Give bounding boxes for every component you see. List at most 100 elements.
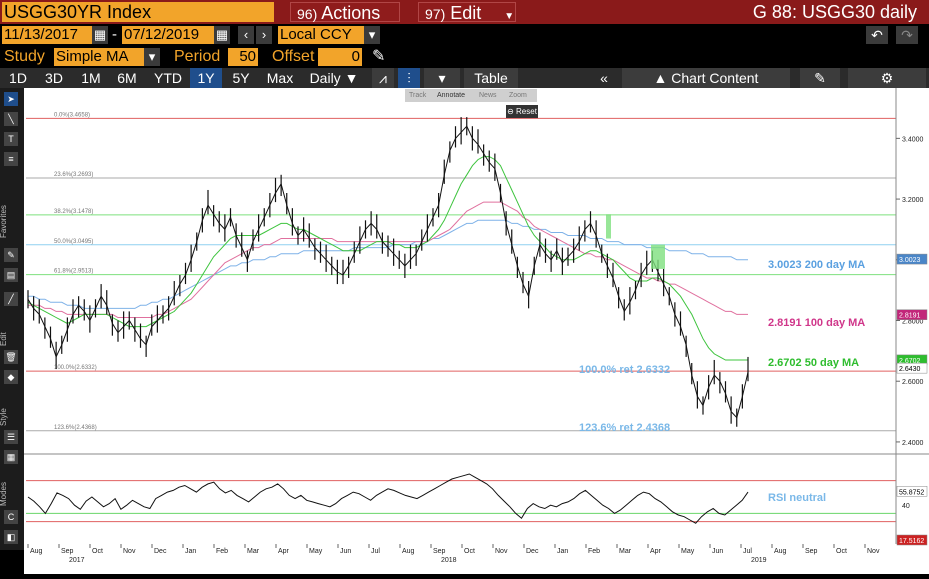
rsi-panel xyxy=(26,473,896,524)
table-button[interactable]: Table xyxy=(464,68,518,88)
bar-chart-button[interactable]: ⫶ xyxy=(398,68,420,88)
gear-icon: ⚙ xyxy=(880,70,894,86)
text-tool[interactable]: T xyxy=(4,132,18,146)
edit-menu-button[interactable]: 97) Edit ▼ xyxy=(418,2,516,23)
next-range-button[interactable]: › xyxy=(256,26,272,44)
dropper-tool[interactable]: ◆ xyxy=(4,370,18,384)
chart-mini-toolbar: Track Annotate News Zoom xyxy=(405,89,537,102)
offset-label: Offset xyxy=(272,48,315,65)
ma200-line xyxy=(28,219,748,309)
x-month-label: Oct xyxy=(836,548,847,555)
reset-label: Reset xyxy=(516,107,537,116)
start-date-calendar-button[interactable]: ▦ xyxy=(92,26,108,44)
x-year-label: 2018 xyxy=(441,557,457,564)
frequency-select[interactable]: Daily ▼ xyxy=(309,70,359,86)
x-year-label: 2019 xyxy=(751,557,767,564)
period-input[interactable]: 50 xyxy=(228,48,258,66)
start-date-field[interactable]: 11/13/2017 xyxy=(2,26,108,44)
fib-level-label: 100.0%(2.6332) xyxy=(54,365,97,371)
offset-input[interactable]: 0 xyxy=(318,48,362,66)
period-1d-button[interactable]: 1D xyxy=(9,70,27,86)
x-month-label: May xyxy=(309,548,323,555)
c-icon: C xyxy=(7,512,15,522)
period-max-button[interactable]: Max xyxy=(266,70,294,86)
fib-level-label: 23.6%(3.2693) xyxy=(54,172,93,178)
text-icon: T xyxy=(8,134,14,144)
pencil-icon[interactable]: ✎ xyxy=(372,48,386,65)
edit-dropdown-icon: ▼ xyxy=(504,11,515,22)
fib-level-label: 0.0%(3.4658) xyxy=(54,112,90,118)
x-month-label: Sep xyxy=(433,548,446,555)
chart-type-dropdown[interactable]: ▾ xyxy=(424,68,460,88)
price-tick-label: 3.4000 xyxy=(902,136,924,143)
fib-tool[interactable]: ≡ xyxy=(4,152,18,166)
price-badge xyxy=(896,253,928,265)
cursor-tool[interactable]: ➤ xyxy=(4,92,18,106)
chart-annotation: 2.8191 100 day MA xyxy=(768,317,865,329)
chart-content-label: Chart Content xyxy=(671,70,759,86)
end-date-field[interactable]: 07/12/2019 xyxy=(122,26,230,44)
line-style-tool[interactable]: ☰ xyxy=(4,430,18,444)
period-1m-button[interactable]: 1M xyxy=(81,70,101,86)
calendar-icon: ▦ xyxy=(215,27,229,42)
edit-chart-button[interactable]: ✎ xyxy=(800,68,840,88)
redo-button[interactable]: ↷ xyxy=(896,26,918,44)
delete-tool[interactable]: 🗑 xyxy=(4,350,18,364)
chart-area[interactable]: 0.0%(3.4658) 23.6%(3.2693) 38.2%(3.1478) 50… xyxy=(24,88,929,574)
chevron-down-icon: ▾ xyxy=(438,70,446,86)
pen-tool[interactable]: ✎ xyxy=(4,248,18,262)
study-bar: Study Simple MA ▾ Period 50 Offset 0 ✎ xyxy=(0,46,929,68)
zoom-button[interactable]: Zoom xyxy=(509,92,527,99)
trend-tool[interactable]: ╱ xyxy=(4,292,18,306)
modes-label: Modes xyxy=(0,481,8,506)
actions-menu-button[interactable]: 96) Actions ▼ xyxy=(290,2,400,43)
line-chart-button[interactable]: ⩘ xyxy=(372,68,394,88)
chart-annotation: RSI neutral xyxy=(768,492,826,504)
chart-content-button[interactable]: ▲ Chart Content xyxy=(622,68,790,88)
x-month-label: Dec xyxy=(154,548,167,555)
style-label: Style xyxy=(0,408,8,426)
price-tick-label: 2.8000 xyxy=(902,319,924,326)
study-select[interactable]: Simple MA xyxy=(54,48,160,66)
price-line xyxy=(27,125,749,419)
period-5y-button[interactable]: 5Y xyxy=(232,70,250,86)
undo-button[interactable]: ↶ xyxy=(866,26,888,44)
x-month-label: Feb xyxy=(588,548,600,555)
grid-tool[interactable]: ▦ xyxy=(4,450,18,464)
reset-button[interactable]: ⊖ Reset xyxy=(506,105,538,118)
end-date-calendar-button[interactable]: ▦ xyxy=(214,26,230,44)
mode-tool[interactable]: ◧ xyxy=(4,530,18,544)
collapse-panel-button[interactable]: « xyxy=(594,68,614,88)
study-dropdown-button[interactable]: ▾ xyxy=(144,48,160,66)
period-ytd-button[interactable]: YTD xyxy=(154,70,182,86)
currency-dropdown-button[interactable]: ▾ xyxy=(364,26,380,44)
ma50-line xyxy=(27,156,748,361)
x-month-label: Aug xyxy=(30,548,43,555)
fib-level-label: 38.2%(3.1478) xyxy=(54,209,93,215)
period-6m-button[interactable]: 6M xyxy=(117,70,137,86)
annotate-button[interactable]: Annotate xyxy=(437,92,466,99)
settings-button[interactable]: ⚙ xyxy=(848,68,926,88)
mode-c-tool[interactable]: C xyxy=(4,510,18,524)
x-month-label: Jun xyxy=(340,548,351,555)
currency-select[interactable]: Local CCY xyxy=(278,26,380,44)
chart-annotation: 3.0023 200 day MA xyxy=(768,259,865,271)
news-button[interactable]: News xyxy=(479,92,497,99)
x-month-label: Jul xyxy=(371,548,380,555)
prev-range-button[interactable]: ‹ xyxy=(238,26,254,44)
x-month-label: Apr xyxy=(278,548,290,555)
channel-tool[interactable]: ▤ xyxy=(4,268,18,282)
x-month-label: Mar xyxy=(619,548,632,555)
rsi-badge-label: 55.8752 xyxy=(899,489,924,496)
pen-icon: ✎ xyxy=(7,250,15,260)
ticker-field[interactable]: USGG30YR Index xyxy=(2,2,274,22)
fib-icon: ≡ xyxy=(8,154,14,164)
track-button[interactable]: Track xyxy=(409,92,427,99)
x-month-label: Sep xyxy=(805,548,818,555)
period-1y-button[interactable]: 1Y xyxy=(190,68,222,88)
period-3d-button[interactable]: 3D xyxy=(45,70,63,86)
rsi-badge xyxy=(896,486,928,497)
line-style-icon: ☰ xyxy=(6,432,16,442)
chevron-left-icon: ‹ xyxy=(243,27,249,42)
line-tool[interactable]: ╲ xyxy=(4,112,18,126)
